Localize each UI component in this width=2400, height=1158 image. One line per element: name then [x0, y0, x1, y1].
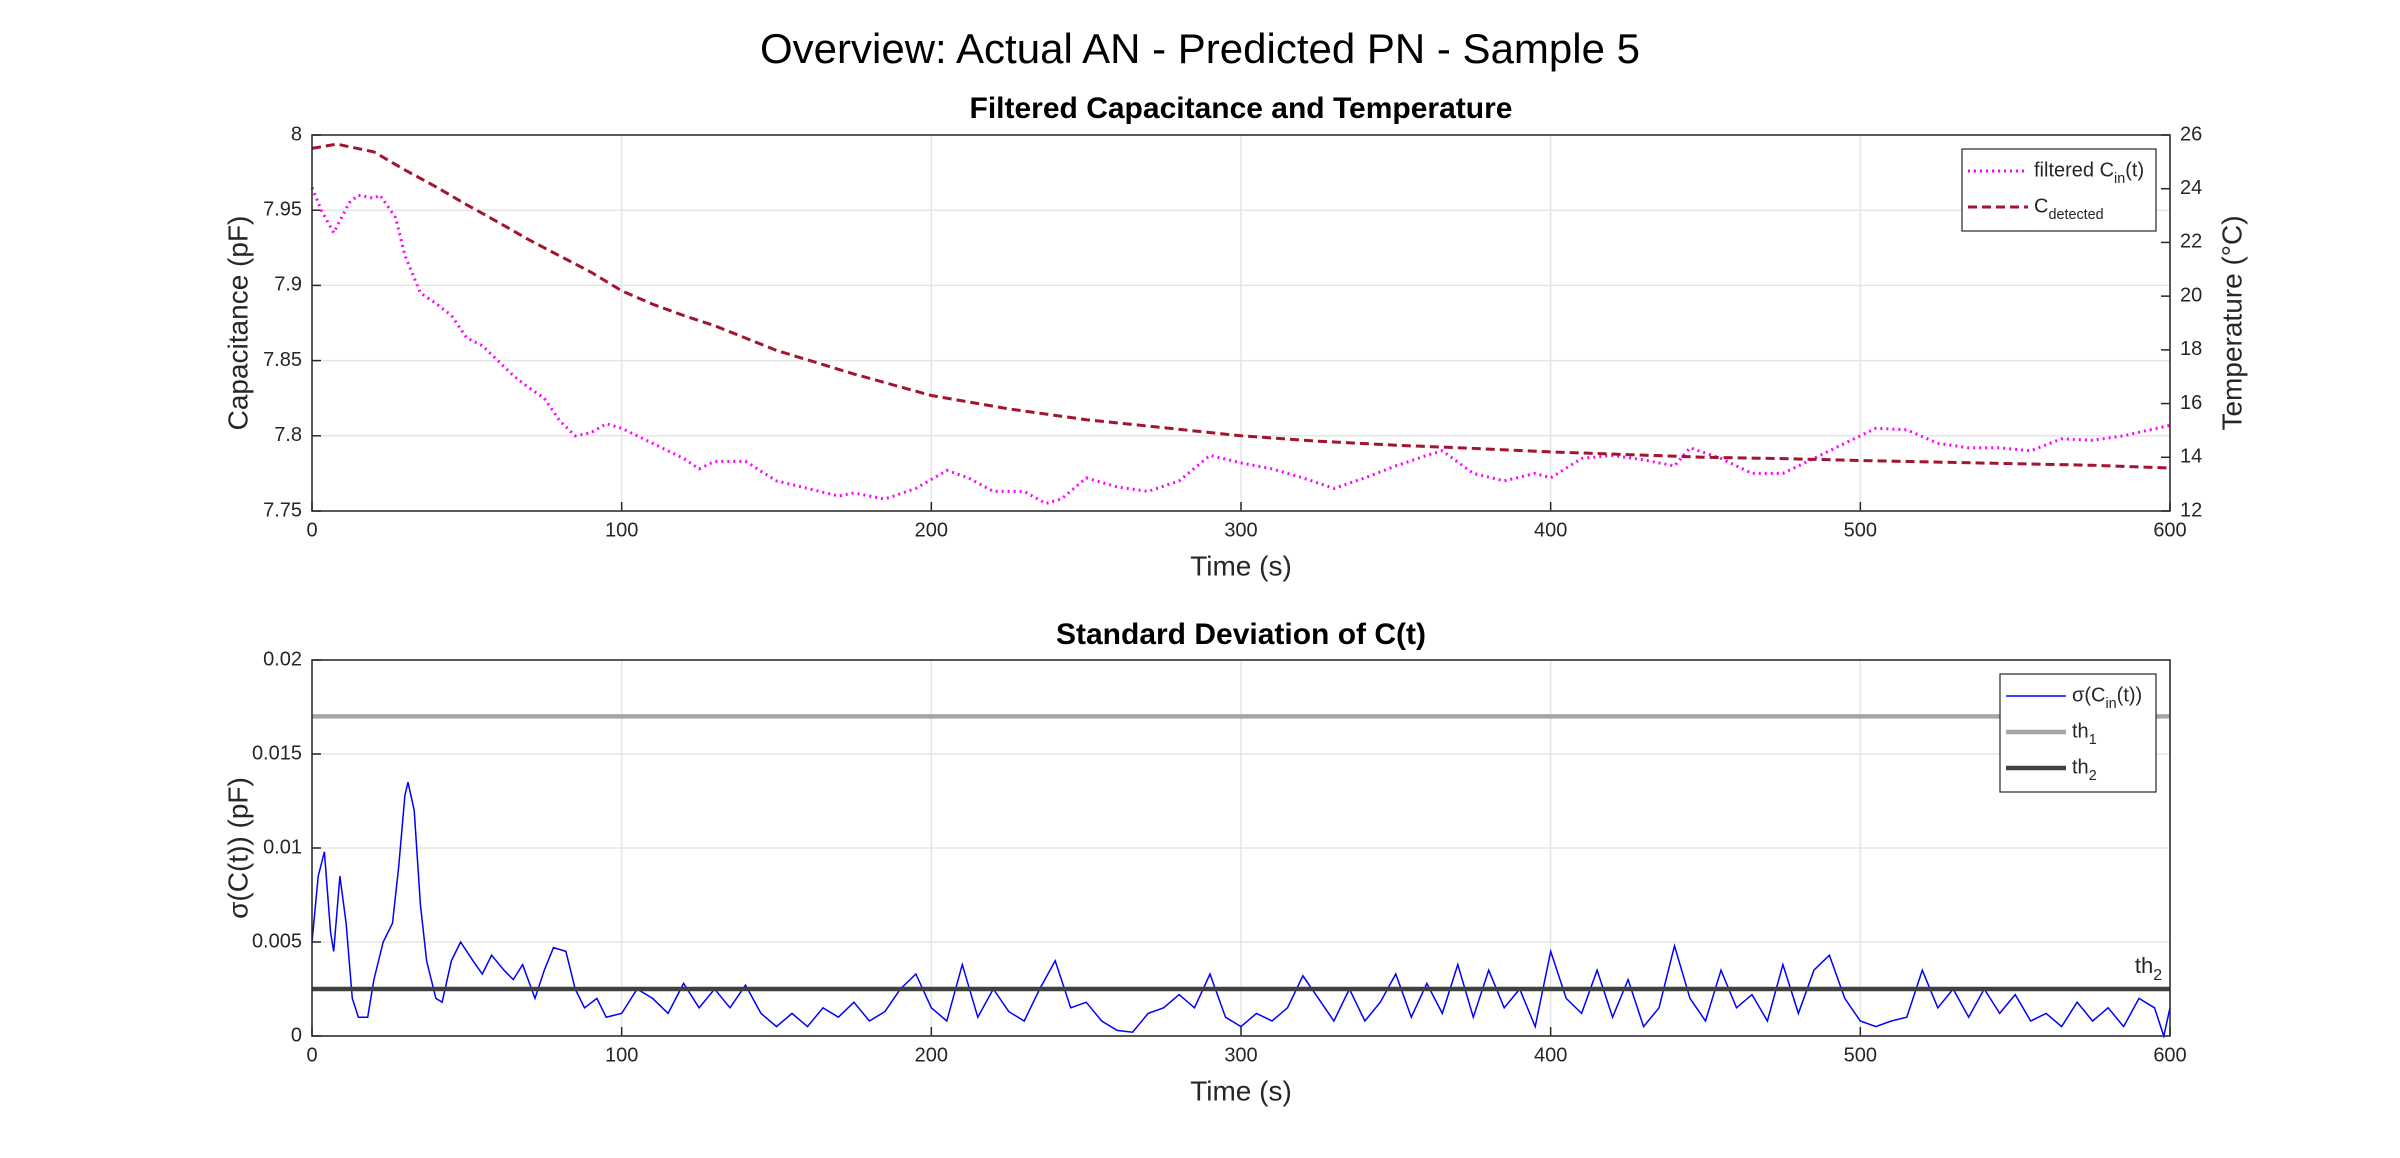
- axes-title: Standard Deviation of C(t): [1056, 618, 1426, 651]
- y-tick-label: 8: [291, 123, 302, 145]
- y-tick-label: 7.8: [274, 424, 302, 446]
- legend-box: [1961, 148, 2157, 232]
- x-axis-label: Time (s): [1190, 550, 1292, 581]
- y-tick-label: 7.75: [263, 499, 302, 521]
- y-tick-label: 0: [291, 1024, 302, 1046]
- x-tick-label: 600: [2153, 1044, 2186, 1066]
- x-tick-label: 300: [1224, 1044, 1257, 1066]
- axes-frame: [311, 659, 2171, 1037]
- y-axis-label: Capacitance (pF): [222, 216, 253, 431]
- x-tick-label: 0: [306, 1044, 317, 1066]
- y-axis-label: σ(C(t)) (pF): [222, 777, 253, 919]
- x-tick-label: 400: [1534, 519, 1567, 541]
- y2-tick-label: 22: [2180, 231, 2202, 253]
- x-tick-label: 400: [1534, 1044, 1567, 1066]
- y-tick-label: 0.02: [263, 648, 302, 670]
- x-tick-label: 500: [1844, 1044, 1877, 1066]
- y2-tick-label: 26: [2180, 123, 2202, 145]
- y2-tick-label: 20: [2180, 284, 2202, 306]
- y-tick-label: 0.005: [252, 930, 302, 952]
- y2-tick-label: 16: [2180, 392, 2202, 414]
- x-axis-label: Time (s): [1190, 1075, 1292, 1106]
- y2-tick-label: 24: [2180, 177, 2202, 199]
- x-tick-label: 100: [605, 519, 638, 541]
- y2-tick-label: 14: [2180, 446, 2202, 468]
- y-tick-label: 7.9: [274, 274, 302, 296]
- x-tick-label: 500: [1844, 519, 1877, 541]
- x-tick-label: 200: [915, 519, 948, 541]
- figure-title: Overview: Actual AN - Predicted PN - Sam…: [760, 25, 1640, 72]
- y-tick-label: 0.01: [263, 836, 302, 858]
- data-line: [311, 142, 2171, 470]
- data-line: [311, 782, 2171, 1039]
- x-tick-label: 0: [306, 519, 317, 541]
- y-tick-label: 7.95: [263, 198, 302, 220]
- y2-tick-label: 18: [2180, 338, 2202, 360]
- y2-tick-label: 12: [2180, 499, 2202, 521]
- x-tick-label: 300: [1224, 519, 1257, 541]
- x-tick-label: 600: [2153, 519, 2186, 541]
- axes-title: Filtered Capacitance and Temperature: [970, 92, 1513, 125]
- y-tick-label: 7.85: [263, 349, 302, 371]
- x-tick-label: 200: [915, 1044, 948, 1066]
- y2-axis-label: Temperature (°C): [2216, 215, 2247, 430]
- y-tick-label: 0.015: [252, 742, 302, 764]
- axes-frame: [311, 134, 2171, 512]
- x-tick-label: 100: [605, 1044, 638, 1066]
